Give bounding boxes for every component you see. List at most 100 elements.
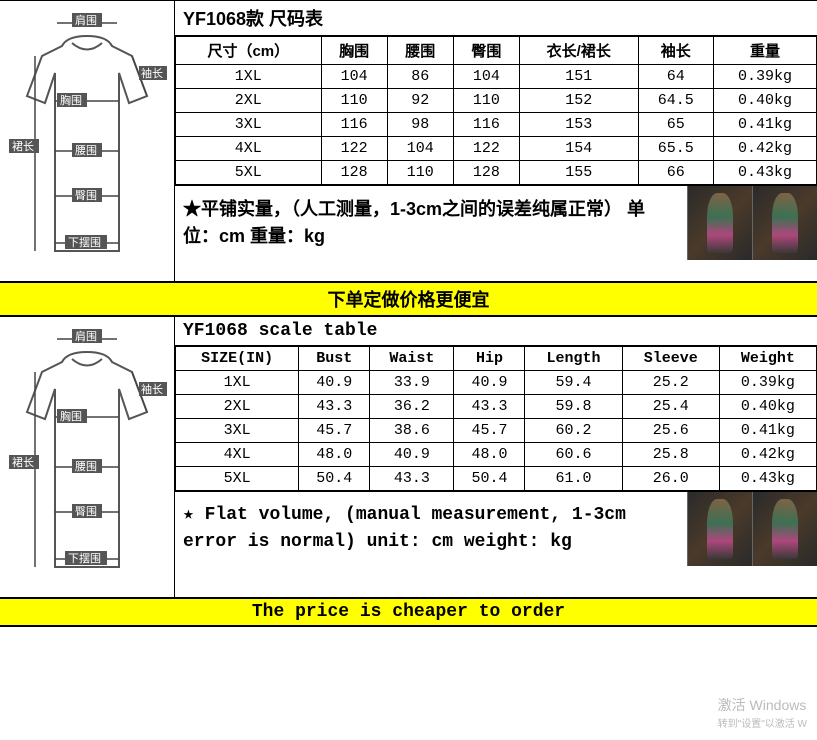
table-cell: 0.42kg bbox=[713, 137, 816, 161]
table-cell: 122 bbox=[321, 137, 387, 161]
table-row: 4XL48.040.948.060.625.80.42kg bbox=[176, 443, 817, 467]
table-cell: 104 bbox=[387, 137, 453, 161]
table-header: 腰围 bbox=[387, 37, 453, 65]
table-cell: 38.6 bbox=[370, 419, 454, 443]
table-cell: 128 bbox=[321, 161, 387, 185]
lbl-hip: 臀围 bbox=[75, 189, 97, 202]
table-cell: 40.9 bbox=[370, 443, 454, 467]
table-cell: 104 bbox=[453, 65, 519, 89]
table-cell: 86 bbox=[387, 65, 453, 89]
table-cell: 153 bbox=[519, 113, 638, 137]
banner-en: The price is cheaper to order bbox=[0, 597, 817, 627]
lbl-sleeve: 袖长 bbox=[141, 66, 163, 80]
banner-cn: 下单定做价格更便宜 bbox=[0, 281, 817, 317]
note-cn: ★平铺实量，（人工测量，1-3cm之间的误差纯属正常） 单位：cm 重量：kg bbox=[175, 186, 687, 260]
table-cell: 0.40kg bbox=[713, 89, 816, 113]
table-cell: 92 bbox=[387, 89, 453, 113]
table-cell: 36.2 bbox=[370, 395, 454, 419]
table-cell: 4XL bbox=[176, 443, 299, 467]
size-table-cn: 尺寸（cm）胸围腰围臀围衣长/裙长袖长重量 1XL10486104151640.… bbox=[175, 36, 817, 185]
table-row: 2XL1109211015264.50.40kg bbox=[176, 89, 817, 113]
table-cell: 48.0 bbox=[299, 443, 370, 467]
table-header: Waist bbox=[370, 347, 454, 371]
table-cell: 60.6 bbox=[525, 443, 622, 467]
table-cell: 0.39kg bbox=[719, 371, 816, 395]
table-cell: 45.7 bbox=[299, 419, 370, 443]
table-cell: 98 bbox=[387, 113, 453, 137]
table-header: Length bbox=[525, 347, 622, 371]
table-cell: 33.9 bbox=[370, 371, 454, 395]
table-cell: 48.0 bbox=[454, 443, 525, 467]
table-cell: 0.42kg bbox=[719, 443, 816, 467]
table-cell: 2XL bbox=[176, 89, 322, 113]
note-en: ★ Flat volume, (manual measurement, 1-3c… bbox=[175, 492, 687, 566]
table-cell: 50.4 bbox=[454, 467, 525, 491]
table-cell: 5XL bbox=[176, 467, 299, 491]
svg-text:臀围: 臀围 bbox=[75, 505, 97, 518]
table-cell: 0.41kg bbox=[713, 113, 816, 137]
table-cell: 0.40kg bbox=[719, 395, 816, 419]
lbl-hem: 下摆围 bbox=[68, 235, 101, 249]
table-cell: 1XL bbox=[176, 371, 299, 395]
table-cell: 3XL bbox=[176, 113, 322, 137]
table-cell: 66 bbox=[638, 161, 713, 185]
table-cell: 155 bbox=[519, 161, 638, 185]
table-cell: 0.43kg bbox=[713, 161, 816, 185]
title-cn: YF1068款 尺码表 bbox=[175, 1, 817, 36]
garment-diagram-en: 肩围 袖长 胸围 腰围 臀围 下摆围 裙长 bbox=[0, 317, 175, 597]
product-photo-cn bbox=[687, 186, 817, 260]
table-header: 衣长/裙长 bbox=[519, 37, 638, 65]
svg-text:胸围: 胸围 bbox=[60, 409, 82, 423]
table-cell: 50.4 bbox=[299, 467, 370, 491]
table-row: 4XL12210412215465.50.42kg bbox=[176, 137, 817, 161]
svg-text:裙长: 裙长 bbox=[12, 456, 34, 469]
table-cell: 43.3 bbox=[454, 395, 525, 419]
table-cell: 4XL bbox=[176, 137, 322, 161]
table-cell: 128 bbox=[453, 161, 519, 185]
table-cell: 40.9 bbox=[299, 371, 370, 395]
table-header: 臀围 bbox=[453, 37, 519, 65]
table-cell: 26.0 bbox=[622, 467, 719, 491]
table-row: 1XL40.933.940.959.425.20.39kg bbox=[176, 371, 817, 395]
garment-diagram-cn: 肩围 袖长 胸围 腰围 臀围 下摆围 bbox=[0, 1, 175, 281]
table-header: 重量 bbox=[713, 37, 816, 65]
table-cell: 152 bbox=[519, 89, 638, 113]
lbl-bust: 胸围 bbox=[60, 93, 82, 107]
table-cell: 25.4 bbox=[622, 395, 719, 419]
product-photo-en bbox=[687, 492, 817, 566]
table-cell: 154 bbox=[519, 137, 638, 161]
size-table-en: SIZE(IN)BustWaistHipLengthSleeveWeight 1… bbox=[175, 346, 817, 491]
table-cell: 60.2 bbox=[525, 419, 622, 443]
table-cell: 3XL bbox=[176, 419, 299, 443]
table-header: Bust bbox=[299, 347, 370, 371]
table-cell: 110 bbox=[387, 161, 453, 185]
table-header: Weight bbox=[719, 347, 816, 371]
table-cell: 59.4 bbox=[525, 371, 622, 395]
svg-text:下摆围: 下摆围 bbox=[68, 551, 101, 565]
table-cell: 116 bbox=[453, 113, 519, 137]
table-row: 1XL10486104151640.39kg bbox=[176, 65, 817, 89]
table-cell: 65.5 bbox=[638, 137, 713, 161]
title-en: YF1068 scale table bbox=[175, 317, 817, 346]
table-cell: 2XL bbox=[176, 395, 299, 419]
table-cell: 43.3 bbox=[299, 395, 370, 419]
table-cell: 64 bbox=[638, 65, 713, 89]
table-cell: 45.7 bbox=[454, 419, 525, 443]
table-cell: 110 bbox=[453, 89, 519, 113]
lbl-waist: 腰围 bbox=[75, 144, 97, 157]
table-cell: 25.6 bbox=[622, 419, 719, 443]
table-row: 3XL45.738.645.760.225.60.41kg bbox=[176, 419, 817, 443]
table-cell: 151 bbox=[519, 65, 638, 89]
svg-text:肩围: 肩围 bbox=[75, 329, 97, 343]
svg-text:腰围: 腰围 bbox=[75, 460, 97, 473]
table-cell: 0.39kg bbox=[713, 65, 816, 89]
table-cell: 1XL bbox=[176, 65, 322, 89]
table-cell: 59.8 bbox=[525, 395, 622, 419]
table-cell: 0.41kg bbox=[719, 419, 816, 443]
table-cell: 61.0 bbox=[525, 467, 622, 491]
table-header: Sleeve bbox=[622, 347, 719, 371]
table-row: 5XL50.443.350.461.026.00.43kg bbox=[176, 467, 817, 491]
table-header: 尺寸（cm） bbox=[176, 37, 322, 65]
table-cell: 64.5 bbox=[638, 89, 713, 113]
svg-text:袖长: 袖长 bbox=[141, 382, 163, 396]
